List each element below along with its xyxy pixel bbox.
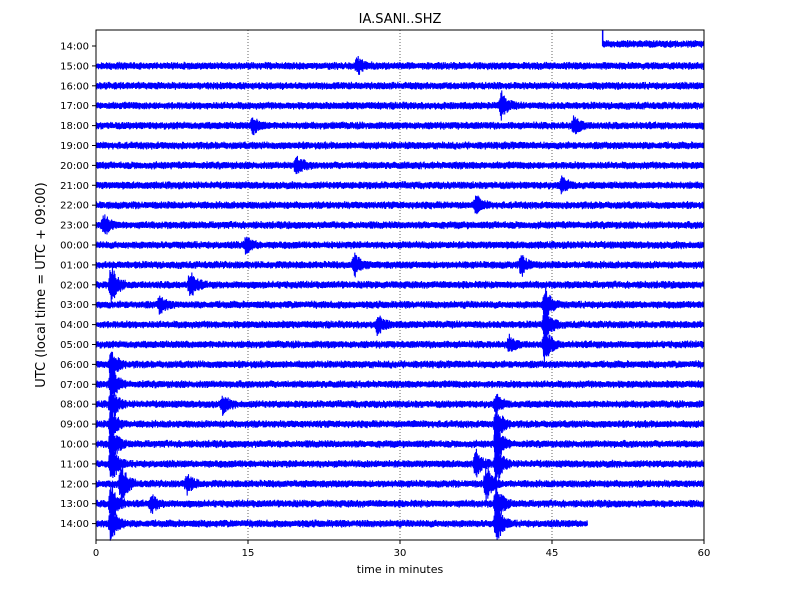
trace-row [95,81,705,90]
y-tick-label: 14:00 [60,42,89,53]
trace-row [95,324,705,362]
trace-row [95,175,705,195]
y-tick-label: 01:00 [60,260,89,271]
trace-row [95,287,705,320]
y-tick-label: 05:00 [60,340,89,351]
x-tick-label: 30 [394,548,407,559]
trace-row [95,195,705,215]
y-tick-label: 03:00 [60,300,89,311]
y-tick-label: 08:00 [60,400,89,411]
y-tick-label: 06:00 [60,360,89,371]
trace-row [95,141,705,150]
x-tick-label: 0 [93,548,99,559]
chart-title: IA.SANI..SHZ [359,12,442,27]
trace-row [95,90,705,121]
trace-row [95,387,705,423]
x-tick-label: 45 [546,548,559,559]
y-tick-label: 23:00 [60,221,89,232]
y-tick-label: 12:00 [60,479,89,490]
y-axis-label: UTC (local time = UTC + 09:00) [34,182,49,387]
trace-row [95,444,705,483]
y-tick-label: 17:00 [60,101,89,112]
y-tick-label: 18:00 [60,121,89,132]
trace-row [95,463,705,503]
y-tick-label: 00:00 [60,241,89,252]
y-tick-label: 16:00 [60,81,89,92]
x-tick-label: 60 [698,548,711,559]
y-tick-label: 07:00 [60,380,89,391]
y-tick-label: 14:00 [60,519,89,530]
trace-row [95,305,705,346]
trace-row [95,367,705,396]
trace-row [95,236,705,255]
y-tick-label: 19:00 [60,141,89,152]
trace-row [95,56,705,75]
y-tick-label: 02:00 [60,280,89,291]
x-axis: 0 15 30 45 60 [93,540,711,559]
trace-group [95,30,705,541]
x-tick-label: 15 [242,548,255,559]
y-tick-label: 22:00 [60,201,89,212]
trace-row [95,351,705,379]
trace-row [95,485,705,525]
trace-row [602,39,705,48]
trace-row [95,502,589,541]
trace-row [95,407,705,440]
y-tick-label: 15:00 [60,61,89,72]
y-tick-label: 11:00 [60,459,89,470]
trace-row [95,214,705,235]
y-tick-label: 13:00 [60,499,89,510]
y-tick-label: 04:00 [60,320,89,331]
x-axis-label: time in minutes [357,563,444,576]
y-tick-label: 10:00 [60,440,89,451]
trace-row [95,267,705,302]
y-axis: 14:00 15:00 16:00 17:00 18:00 19:00 20:00 21:00… [60,42,96,530]
trace-row [95,155,705,175]
trace-row [95,252,705,278]
trace-row [95,425,705,466]
y-tick-label: 20:00 [60,161,89,172]
y-tick-label: 09:00 [60,420,89,431]
trace-row [95,115,705,136]
y-tick-label: 21:00 [60,181,89,192]
